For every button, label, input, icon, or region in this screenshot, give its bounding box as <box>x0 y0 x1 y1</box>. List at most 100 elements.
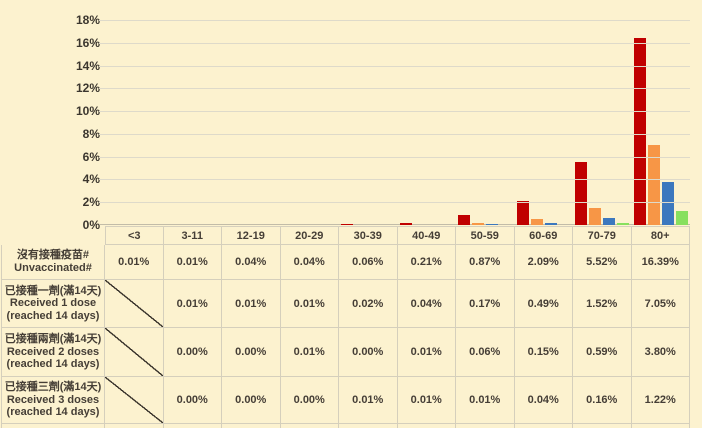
bar-group-50-59 <box>456 20 515 225</box>
y-axis-label: 2% <box>82 195 100 210</box>
value-cell-dose2-40-49: 0.01% <box>397 328 456 377</box>
value-cell-dose1-80+: 7.05% <box>631 280 690 328</box>
bar-unvaccinated-40-49 <box>399 223 412 225</box>
sliver-cell <box>339 424 398 428</box>
row-label-dose3: 已接種三劑(滿14天) Received 3 doses (reached 14 d… <box>1 377 105 424</box>
column-header-60-69: 60-69 <box>514 226 573 245</box>
value-cell-dose3-60-69: 0.04% <box>514 377 573 424</box>
value-cell-unvaccinated-50-59: 0.87% <box>456 245 515 280</box>
value-cell-dose3-30-39: 0.01% <box>339 377 398 424</box>
y-axis-label: 6% <box>82 149 100 164</box>
sliver-cell <box>456 424 515 428</box>
y-axis-label: 8% <box>82 126 100 141</box>
y-axis-label: 16% <box>75 35 100 50</box>
column-header-80+: 80+ <box>631 226 690 245</box>
y-axis-label: 12% <box>75 81 100 96</box>
value-cell-dose2-3-11: 0.00% <box>163 328 222 377</box>
sliver-cell <box>164 424 222 428</box>
row-label-line: 已接種兩劑(滿14天) <box>4 333 102 346</box>
row-label-line: 已接種一劑(滿14天) <box>4 284 102 297</box>
y-axis-label: 18% <box>75 13 100 27</box>
bar-group-60-69 <box>515 20 574 225</box>
y-axis-label: 4% <box>82 172 100 187</box>
bar-dose1-80+ <box>647 145 660 225</box>
bar-dose1-70-79 <box>589 208 602 225</box>
bar-dose1-50-59 <box>472 223 485 225</box>
bar-dose2-50-59 <box>486 224 499 225</box>
gridline <box>99 156 690 158</box>
x-axis-line <box>99 224 690 225</box>
value-cell-dose2-20-29: 0.01% <box>280 328 339 377</box>
table-corner <box>1 226 105 245</box>
row-label-line: 已接種三劑(滿14天) <box>4 381 102 394</box>
sliver-cell <box>105 424 164 428</box>
value-cell-dose1-12-19: 0.01% <box>222 280 281 328</box>
bar-group-70-79 <box>573 20 632 225</box>
bar-groups <box>105 20 690 225</box>
y-axis-label: 10% <box>75 104 100 119</box>
value-cell-unvaccinated-70-79: 5.52% <box>573 245 632 280</box>
value-cell-dose1-3-11: 0.01% <box>163 280 222 328</box>
value-cell-dose3-70-79: 0.16% <box>573 377 632 424</box>
gridline <box>99 65 690 67</box>
column-header-50-59: 50-59 <box>456 226 515 245</box>
value-cell-dose2-30-39: 0.00% <box>339 328 398 377</box>
value-cell-dose2-12-19: 0.00% <box>222 328 281 377</box>
row-label-dose1: 已接種一劑(滿14天) Received 1 dose (reached 14 da… <box>1 280 105 328</box>
row-label-line: (reached 14 days) <box>6 358 100 371</box>
value-cell-unvaccinated-80+: 16.39% <box>631 245 690 280</box>
row-label-line: Received 1 dose <box>9 297 97 310</box>
data-table: <3 3-11 12-19 20-29 30-39 40-49 50-59 60-69 70-7… <box>1 226 690 428</box>
bar-dose3-80+ <box>675 211 688 225</box>
bar-group-3-11 <box>164 20 223 225</box>
not-applicable-cell <box>105 280 164 328</box>
value-cell-unvaccinated-40-49: 0.21% <box>397 245 456 280</box>
bar-chart: 0% 2% 4% 6% 8% 10% 12% 14% 16% 18% <box>75 13 690 232</box>
bar-group-12-19 <box>222 20 281 225</box>
row-label-line: (reached 14 days) <box>6 406 100 419</box>
row-label-line: Received 2 doses <box>6 345 100 358</box>
column-header-12-19: 12-19 <box>222 226 281 245</box>
value-cell-dose3-20-29: 0.00% <box>280 377 339 424</box>
sliver-cell <box>573 424 632 428</box>
bar-dose2-70-79 <box>603 218 616 225</box>
row-label-line: 沒有接種疫苗# <box>16 249 90 262</box>
bar-group-40-49 <box>398 20 457 225</box>
column-header-3-11: 3-11 <box>163 226 222 245</box>
value-cell-unvaccinated-12-19: 0.04% <box>222 245 281 280</box>
row-label-line: (reached 14 days) <box>6 309 100 322</box>
bar-group-30-39 <box>339 20 398 225</box>
row-label-line: Received 3 doses <box>6 393 100 406</box>
gridline <box>99 42 690 44</box>
gridline <box>99 88 690 90</box>
bar-unvaccinated-30-39 <box>341 224 354 225</box>
row-label-unvaccinated: 沒有接種疫苗# Unvaccinated# <box>1 245 105 280</box>
plot-area <box>99 20 690 225</box>
gridline <box>99 20 690 21</box>
bar-unvaccinated-70-79 <box>575 162 588 225</box>
bar-group-20-29 <box>281 20 340 225</box>
value-cell-dose2-50-59: 0.06% <box>456 328 515 377</box>
value-cell-dose1-30-39: 0.02% <box>339 280 398 328</box>
value-cell-dose3-12-19: 0.00% <box>222 377 281 424</box>
bar-unvaccinated-80+ <box>633 38 646 225</box>
not-applicable-cell <box>105 377 164 424</box>
gridline <box>99 202 690 204</box>
gridline <box>99 179 690 181</box>
bar-dose2-80+ <box>661 182 674 225</box>
bar-dose2-60-69 <box>544 223 557 225</box>
sliver-cell <box>1 424 105 428</box>
value-cell-dose3-3-11: 0.00% <box>163 377 222 424</box>
value-cell-unvaccinated-<3: 0.01% <box>105 245 164 280</box>
value-cell-dose2-60-69: 0.15% <box>514 328 573 377</box>
y-axis-label: 0% <box>82 218 100 232</box>
column-header-20-29: 20-29 <box>280 226 339 245</box>
value-cell-unvaccinated-3-11: 0.01% <box>163 245 222 280</box>
value-cell-unvaccinated-60-69: 2.09% <box>514 245 573 280</box>
row-label-dose2: 已接種兩劑(滿14天) Received 2 doses (reached 14 d… <box>1 328 105 377</box>
value-cell-dose3-50-59: 0.01% <box>456 377 515 424</box>
bar-unvaccinated-60-69 <box>516 201 529 225</box>
row-label-line: Unvaccinated# <box>14 262 92 274</box>
value-cell-dose1-70-79: 1.52% <box>573 280 632 328</box>
